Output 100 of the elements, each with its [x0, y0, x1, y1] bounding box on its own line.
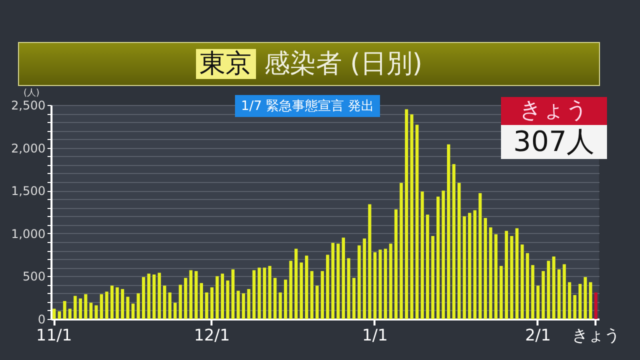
bar [189, 270, 192, 319]
bar [473, 210, 476, 319]
y-tick-label: 1,500 [11, 184, 46, 198]
bar [336, 244, 340, 319]
bar [63, 301, 66, 319]
bar [131, 304, 135, 319]
bar [394, 209, 398, 319]
y-tick-label: 500 [22, 270, 46, 284]
bar [552, 256, 556, 319]
y-tick-label: 2,000 [11, 141, 46, 156]
bar [284, 280, 288, 319]
bar [94, 305, 98, 319]
bar [268, 266, 272, 319]
chart-title: 東京 感染者 (日別) [18, 42, 600, 86]
annotation: 307人 [501, 125, 607, 159]
bar [158, 272, 161, 319]
bar [178, 284, 182, 319]
bar [352, 278, 356, 319]
bar [431, 236, 434, 319]
bar [100, 294, 104, 319]
bar [389, 244, 392, 319]
bar [484, 218, 487, 319]
bar [231, 269, 235, 319]
bar [500, 266, 503, 319]
bar [510, 236, 514, 319]
bar [294, 248, 298, 319]
bar [52, 308, 56, 319]
y-tick-label: 2,500 [11, 98, 46, 112]
annotation: 1/7 緊急事態宣言 発出 [235, 95, 380, 117]
bar [515, 228, 519, 319]
x-tick-label: 1/1 [362, 326, 388, 344]
bar [458, 182, 461, 319]
bar [300, 262, 303, 319]
annotation: きょう [501, 97, 607, 125]
bar [447, 144, 450, 319]
bar [184, 278, 188, 319]
bar [562, 264, 566, 319]
x-tick-label: 2/1 [525, 326, 551, 344]
bar [320, 271, 324, 319]
bar [126, 296, 130, 319]
bar [210, 287, 214, 319]
bar [242, 293, 246, 319]
bar [342, 238, 345, 319]
bar [142, 277, 146, 319]
bar [478, 193, 482, 319]
bar [415, 124, 419, 319]
bar [147, 274, 150, 319]
bar [468, 212, 472, 319]
bar [200, 283, 203, 319]
bar [557, 269, 561, 319]
bar [546, 260, 550, 319]
bar [404, 109, 408, 319]
bar [289, 260, 292, 319]
y-axis-title: (人) [23, 88, 40, 98]
bar [273, 278, 277, 319]
bar [58, 311, 61, 319]
bar [378, 250, 382, 319]
bar [420, 191, 424, 319]
bar [194, 271, 198, 319]
bar [594, 292, 598, 319]
bar [589, 282, 592, 319]
bar [152, 274, 156, 319]
bar [174, 302, 177, 319]
bar [436, 196, 440, 319]
bar [542, 271, 545, 319]
bar [578, 284, 582, 319]
bar [568, 282, 572, 319]
bar [168, 292, 172, 319]
bar [531, 265, 534, 319]
bar [247, 289, 250, 319]
bar [262, 268, 266, 319]
y-tick-label: 1,000 [11, 226, 46, 241]
x-tick-label: 12/1 [194, 326, 230, 344]
x-tick-label: 11/1 [36, 326, 72, 344]
bar [520, 244, 524, 319]
bar [410, 114, 414, 319]
bar [331, 242, 334, 319]
bar [373, 252, 377, 319]
bar [362, 238, 366, 319]
bar [358, 245, 361, 319]
bar [536, 286, 540, 319]
bar [504, 230, 508, 319]
bar [89, 302, 93, 319]
bar [252, 270, 256, 319]
bar [116, 287, 119, 319]
y-tick-label: 0 [38, 312, 46, 326]
bar [584, 277, 587, 319]
bar [526, 253, 530, 319]
bar [316, 286, 319, 319]
bar [400, 182, 403, 319]
bar [216, 276, 219, 319]
bar [136, 293, 140, 319]
bar [220, 274, 224, 319]
bar [573, 295, 576, 319]
bar [368, 204, 372, 319]
bar [442, 190, 445, 319]
bar [236, 290, 240, 319]
bar [68, 308, 72, 319]
bar [84, 294, 88, 319]
bar [78, 298, 82, 319]
